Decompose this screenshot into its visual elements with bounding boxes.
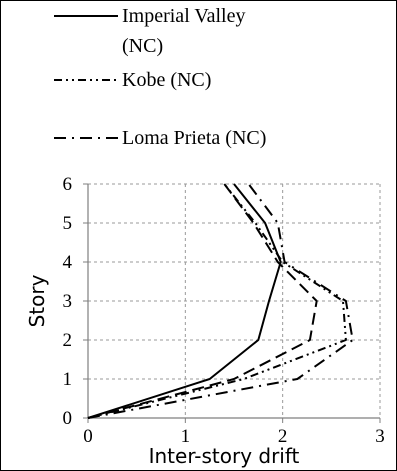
series-line-1 xyxy=(87,183,282,419)
legend-entry-loma-prieta: Loma Prieta (NC) xyxy=(54,127,266,149)
x-tick-label: 2 xyxy=(278,426,288,447)
y-tick-label: 3 xyxy=(63,291,73,312)
x-tick-label: 0 xyxy=(83,426,93,447)
y-tick-label: 0 xyxy=(63,408,73,429)
series-group xyxy=(87,183,354,419)
legend-label-imperial-valley-line2: (NC) xyxy=(122,35,163,57)
y-tick-label: 6 xyxy=(63,174,73,195)
grid xyxy=(88,183,381,418)
x-tick-label: 3 xyxy=(375,426,385,447)
y-tick-label: 4 xyxy=(63,252,73,273)
y-tick-label: 2 xyxy=(63,330,73,351)
legend-label-kobe: Kobe (NC) xyxy=(122,69,211,91)
legend-entry-kobe: Kobe (NC) xyxy=(54,69,211,91)
legend-label-loma-prieta: Loma Prieta (NC) xyxy=(122,127,266,149)
axes xyxy=(83,183,381,423)
series-line-3 xyxy=(87,183,354,419)
y-tick-label: 1 xyxy=(63,369,73,390)
y-tick-label: 5 xyxy=(63,213,73,234)
legend-entry-imperial-valley: Imperial Valley (NC) xyxy=(54,5,245,57)
x-axis-title: Inter-story drift xyxy=(149,444,300,468)
legend: Imperial Valley (NC) Kobe (NC) Loma Prie… xyxy=(54,5,266,149)
tick-labels: 0 1 2 3 4 5 6 0 1 2 3 xyxy=(63,174,385,447)
y-axis-title: Story xyxy=(25,274,49,327)
series-line-4 xyxy=(87,183,318,419)
x-tick-label: 1 xyxy=(181,426,191,447)
legend-label-imperial-valley-line1: Imperial Valley xyxy=(122,5,245,27)
